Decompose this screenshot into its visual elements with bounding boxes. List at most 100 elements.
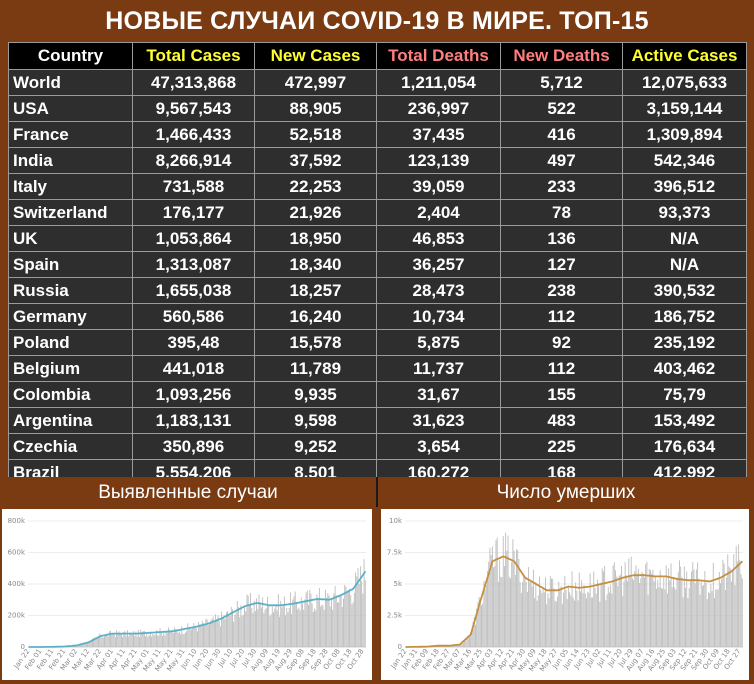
bar: [541, 592, 543, 647]
cases-chart: 0 200k 400k 600k 800k Jan 22 Feb 01 Feb 11 Feb 2…: [2, 509, 372, 680]
bar: [651, 573, 653, 647]
bar: [710, 584, 712, 647]
table-row: Spain 1,313,087 18,340 36,257 127 N/A: [8, 251, 747, 278]
bar: [302, 603, 303, 647]
bar: [104, 636, 105, 647]
bar: [490, 554, 492, 647]
bar: [619, 574, 621, 647]
bar: [676, 577, 678, 647]
bar: [506, 550, 508, 647]
value-cell: 395,48: [132, 329, 255, 356]
value-cell: 22,253: [254, 173, 377, 200]
bar: [555, 601, 557, 647]
bar: [672, 576, 674, 647]
bar: [256, 598, 258, 647]
bar: [277, 594, 279, 647]
bar: [318, 587, 320, 647]
value-cell: 12,075,633: [622, 69, 747, 96]
bar: [157, 635, 159, 647]
deaths-chart: 0 2.5k 5k 7.5k 10k Jan 22 Jan 31 Feb 09 Feb 18 Fe…: [381, 509, 749, 680]
bar: [516, 549, 517, 647]
bar: [675, 589, 677, 647]
bar: [152, 634, 154, 647]
value-cell: 1,183,131: [132, 407, 255, 434]
column-header: Active Cases: [622, 42, 747, 70]
bar: [663, 577, 665, 647]
bar: [262, 597, 264, 647]
bar: [190, 629, 192, 647]
bar: [281, 607, 283, 647]
bar: [715, 589, 717, 647]
bar: [223, 615, 225, 647]
bar: [604, 566, 606, 647]
bar: [352, 602, 354, 647]
bar: [329, 606, 331, 647]
value-cell: 15,578: [254, 329, 377, 356]
bar: [531, 586, 533, 647]
value-cell: 238: [500, 277, 623, 304]
bar: [455, 645, 457, 647]
bar: [248, 605, 250, 647]
bar: [78, 644, 80, 647]
bar: [525, 582, 527, 647]
bar: [580, 591, 581, 647]
bar: [659, 570, 661, 647]
column-header: New Deaths: [500, 42, 623, 70]
bar: [471, 631, 473, 647]
column-header: Total Cases: [132, 42, 255, 70]
bar: [229, 615, 231, 647]
bar: [186, 631, 188, 647]
bar: [567, 586, 569, 647]
value-cell: 472,997: [254, 69, 377, 96]
bar: [137, 629, 139, 647]
bar: [263, 613, 265, 647]
bar: [124, 631, 126, 647]
bar: [575, 582, 577, 647]
bar: [534, 598, 536, 647]
bar: [693, 569, 695, 647]
bar: [739, 560, 741, 647]
bar: [505, 532, 507, 647]
value-cell: 136: [500, 225, 623, 252]
bar: [520, 592, 522, 647]
bar: [247, 595, 249, 647]
bar: [158, 635, 160, 647]
bar: [308, 605, 309, 647]
bar: [293, 596, 295, 647]
bar: [717, 589, 719, 647]
bar: [612, 565, 614, 647]
value-cell: 78: [500, 199, 623, 226]
table-row: Belgium 441,018 11,789 11,737 112 403,462: [8, 355, 747, 382]
y-tick-label: 0: [21, 643, 25, 651]
value-cell: 18,340: [254, 251, 377, 278]
value-cell: 93,373: [622, 199, 747, 226]
bar: [265, 607, 267, 647]
bar: [153, 635, 155, 647]
value-cell: 350,896: [132, 433, 255, 460]
bar: [353, 592, 355, 647]
bar: [184, 632, 186, 647]
table-row: World 47,313,868 472,997 1,211,054 5,712 12,0…: [8, 69, 747, 96]
bar: [117, 634, 119, 647]
bar: [563, 592, 565, 647]
bar: [235, 612, 237, 647]
bar: [723, 563, 725, 647]
bar: [689, 579, 691, 647]
bar: [267, 596, 268, 647]
table-row: Russia 1,655,038 18,257 28,473 238 390,532: [8, 277, 747, 304]
bar: [681, 577, 683, 647]
bar: [218, 621, 220, 647]
bar: [219, 626, 221, 647]
bar: [542, 589, 544, 647]
value-cell: 37,435: [376, 121, 501, 148]
value-cell: 1,466,433: [132, 121, 255, 148]
bar: [647, 594, 649, 647]
bar: [341, 606, 343, 647]
bar: [621, 566, 622, 647]
bar: [588, 592, 590, 647]
bar: [333, 593, 335, 647]
bar: [454, 645, 456, 647]
table-row: Switzerland 176,177 21,926 2,404 78 93,373: [8, 199, 747, 226]
bar: [698, 580, 700, 647]
